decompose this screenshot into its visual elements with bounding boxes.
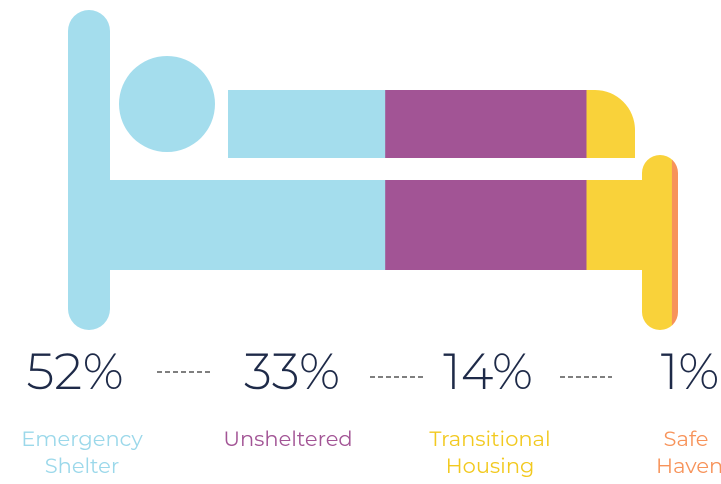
bed-segment	[586, 10, 673, 330]
bed-segments	[68, 10, 678, 330]
bed-segment	[671, 10, 678, 330]
value-label: 33%	[244, 341, 340, 402]
category-label: Transitional Housing	[429, 427, 551, 479]
category-label: Safe Haven	[656, 427, 721, 479]
bed-segment	[385, 10, 587, 330]
value-label: 1%	[661, 341, 720, 402]
category-label: Unsheltered	[223, 427, 353, 452]
value-label: 52%	[26, 341, 123, 402]
value-label: 14%	[443, 341, 533, 402]
category-label: Emergency Shelter	[21, 427, 143, 479]
bed-segment	[68, 10, 386, 330]
